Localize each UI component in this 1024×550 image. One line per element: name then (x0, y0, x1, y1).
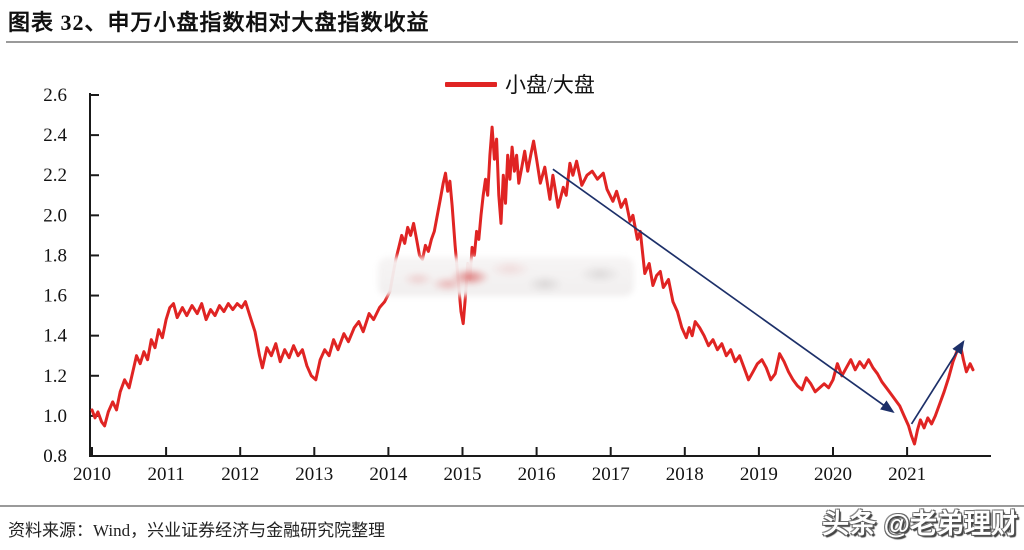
x-axis-label: 2010 (73, 464, 111, 485)
x-axis-label: 2017 (592, 464, 630, 485)
x-axis-label: 2020 (814, 464, 852, 485)
y-axis-label: 2.6 (43, 85, 67, 106)
y-axis-label: 1.8 (43, 245, 67, 266)
legend-label: 小盘/大盘 (505, 73, 595, 97)
chart-legend: 小盘/大盘 (445, 71, 595, 97)
trend-arrows (552, 168, 965, 425)
source-note: 资料来源：Wind，兴业证券经济与金融研究院整理 (8, 521, 386, 540)
x-axis-label: 2016 (518, 464, 556, 485)
title-rule (6, 41, 1018, 43)
x-axis-label: 2014 (369, 464, 408, 485)
y-axis-label: 2.0 (43, 205, 67, 226)
watermark-text: 头条 @老弟理财 (822, 509, 1018, 539)
x-axis-label: 2018 (666, 464, 704, 485)
series-line (90, 125, 975, 446)
y-axis-label: 1.4 (43, 326, 67, 347)
y-axis-label: 2.2 (43, 165, 67, 186)
y-axis-label: 1.6 (43, 286, 67, 307)
axes: 0.8 1.0 1.2 1.4 1.6 1.8 2.0 2.2 2.4 2.6 2010 2011 20… (43, 85, 991, 485)
x-axis-label: 2013 (295, 464, 333, 485)
censored-watermark-blur (378, 257, 634, 296)
page-title: 图表 32、申万小盘指数相对大盘指数收益 (8, 10, 430, 35)
x-axis-label: 2012 (221, 464, 259, 485)
y-axis-label: 1.0 (43, 406, 67, 427)
downtrend-arrow (552, 168, 895, 414)
x-axis-label: 2021 (888, 464, 926, 485)
x-axis-label: 2011 (147, 464, 184, 485)
chart-svg: 0.8 1.0 1.2 1.4 1.6 1.8 2.0 2.2 2.4 2.6 2010 2011 20… (43, 85, 991, 485)
legend-line-swatch (445, 81, 497, 87)
footer-rule (0, 505, 1024, 507)
x-axis-label: 2019 (740, 464, 778, 485)
y-axis-label: 1.2 (43, 366, 67, 387)
uptrend-arrow (910, 339, 965, 425)
y-axis-label: 0.8 (43, 446, 67, 467)
x-axis-label: 2015 (444, 464, 482, 485)
y-axis-label: 2.4 (43, 125, 67, 146)
